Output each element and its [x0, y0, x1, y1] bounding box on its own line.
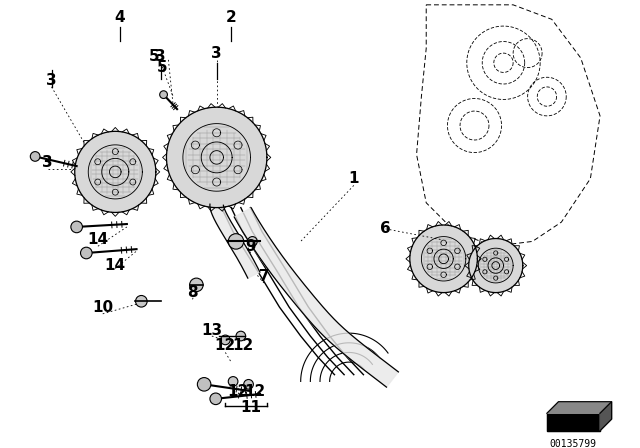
- Text: 3: 3: [42, 155, 53, 170]
- Circle shape: [189, 278, 203, 292]
- Text: 3: 3: [46, 73, 57, 88]
- Text: 7: 7: [259, 269, 269, 284]
- Circle shape: [136, 296, 147, 307]
- Text: 14: 14: [105, 258, 126, 273]
- Text: 14: 14: [87, 232, 108, 247]
- Circle shape: [75, 131, 156, 212]
- Circle shape: [228, 234, 244, 249]
- Circle shape: [228, 377, 238, 386]
- Circle shape: [166, 107, 267, 207]
- Polygon shape: [547, 402, 612, 414]
- Text: 4: 4: [115, 10, 125, 25]
- Text: 13: 13: [202, 323, 223, 338]
- Text: 5: 5: [148, 48, 159, 64]
- Text: 6: 6: [380, 221, 391, 237]
- Text: 9: 9: [245, 239, 256, 254]
- Text: 5: 5: [157, 60, 168, 75]
- Text: 8: 8: [188, 285, 198, 300]
- Circle shape: [71, 221, 83, 233]
- Text: 12: 12: [215, 338, 236, 353]
- Circle shape: [210, 393, 221, 405]
- Circle shape: [197, 378, 211, 391]
- Circle shape: [244, 379, 253, 389]
- Polygon shape: [210, 204, 260, 278]
- Circle shape: [468, 238, 523, 293]
- Text: 3: 3: [156, 48, 166, 64]
- Text: 12: 12: [244, 383, 266, 399]
- Circle shape: [410, 225, 477, 293]
- Text: 3: 3: [211, 46, 222, 60]
- Circle shape: [248, 237, 257, 246]
- Text: 12: 12: [227, 383, 248, 399]
- Polygon shape: [600, 402, 612, 431]
- Text: 00135799: 00135799: [550, 439, 596, 448]
- Polygon shape: [234, 208, 398, 387]
- Text: 12: 12: [232, 338, 253, 353]
- Text: 2: 2: [226, 10, 237, 25]
- Polygon shape: [547, 414, 600, 431]
- Circle shape: [81, 247, 92, 259]
- Text: 11: 11: [240, 400, 261, 415]
- Circle shape: [160, 91, 168, 99]
- Circle shape: [30, 151, 40, 161]
- Circle shape: [221, 335, 230, 345]
- Text: 1: 1: [349, 171, 359, 186]
- Circle shape: [236, 331, 246, 341]
- Text: 10: 10: [92, 300, 113, 314]
